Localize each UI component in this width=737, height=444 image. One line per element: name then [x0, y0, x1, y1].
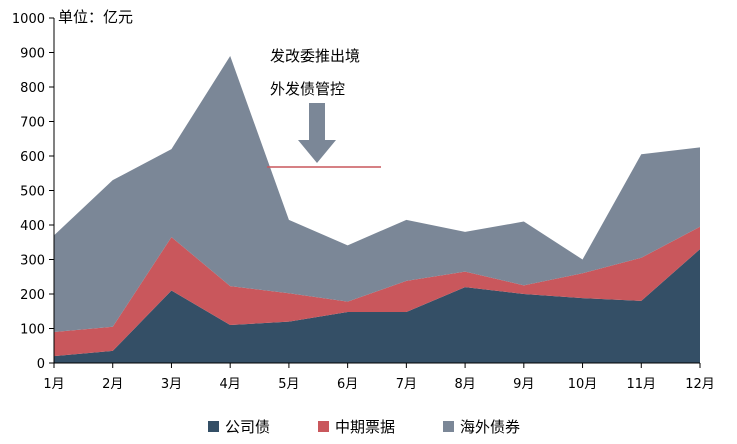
- legend-swatch-2: [318, 421, 329, 432]
- y-tick-label-3: 300: [20, 254, 45, 269]
- y-tick-label-4: 400: [20, 219, 45, 234]
- y-tick-label-10: 1000: [12, 12, 45, 27]
- y-tick-label-7: 700: [20, 116, 45, 131]
- y-tick-label-5: 500: [20, 185, 45, 200]
- x-tick-label-3: 4月: [220, 377, 241, 392]
- legend: 公司债 中期票据 海外债券: [208, 418, 520, 436]
- legend-label-2: 中期票据: [335, 418, 395, 436]
- area-series-1: [54, 249, 700, 363]
- y-tick-label-2: 200: [20, 288, 45, 303]
- x-tick-label-1: 2月: [102, 377, 123, 392]
- annotation-line-1: 发改委推出境: [270, 47, 360, 65]
- legend-swatch-3: [443, 421, 454, 432]
- y-tick-label-6: 600: [20, 150, 45, 165]
- x-tick-label-4: 5月: [278, 377, 299, 392]
- x-tick-label-6: 7月: [396, 377, 417, 392]
- area-series-3: [54, 55, 700, 332]
- legend-label-1: 公司债: [225, 418, 270, 436]
- annotation: 发改委推出境 外发债管控: [267, 47, 381, 168]
- axes: 0 100 200 300 400 500 600 700 800 900 1000 1月 2月 3月 4月…: [12, 12, 715, 392]
- legend-label-3: 海外债券: [460, 418, 520, 436]
- x-tick-label-11: 12月: [685, 377, 715, 392]
- x-tick-label-0: 1月: [43, 377, 64, 392]
- unit-label: 单位：亿元: [58, 8, 133, 26]
- x-tick-label-2: 3月: [161, 377, 182, 392]
- x-tick-label-7: 8月: [454, 377, 475, 392]
- annotation-line-2: 外发债管控: [270, 80, 345, 98]
- y-tick-label-0: 0: [37, 357, 45, 372]
- y-tick-label-9: 900: [20, 47, 45, 62]
- legend-swatch-1: [208, 421, 219, 432]
- y-tick-label-1: 100: [20, 323, 45, 338]
- down-arrow-icon: [298, 103, 336, 163]
- area-series-2: [54, 226, 700, 357]
- x-tick-label-5: 6月: [337, 377, 358, 392]
- x-tick-label-9: 10月: [568, 377, 598, 392]
- y-tick-label-8: 800: [20, 81, 45, 96]
- area-layer: [54, 55, 700, 363]
- x-tick-label-10: 11月: [626, 377, 656, 392]
- x-tick-label-8: 9月: [513, 377, 534, 392]
